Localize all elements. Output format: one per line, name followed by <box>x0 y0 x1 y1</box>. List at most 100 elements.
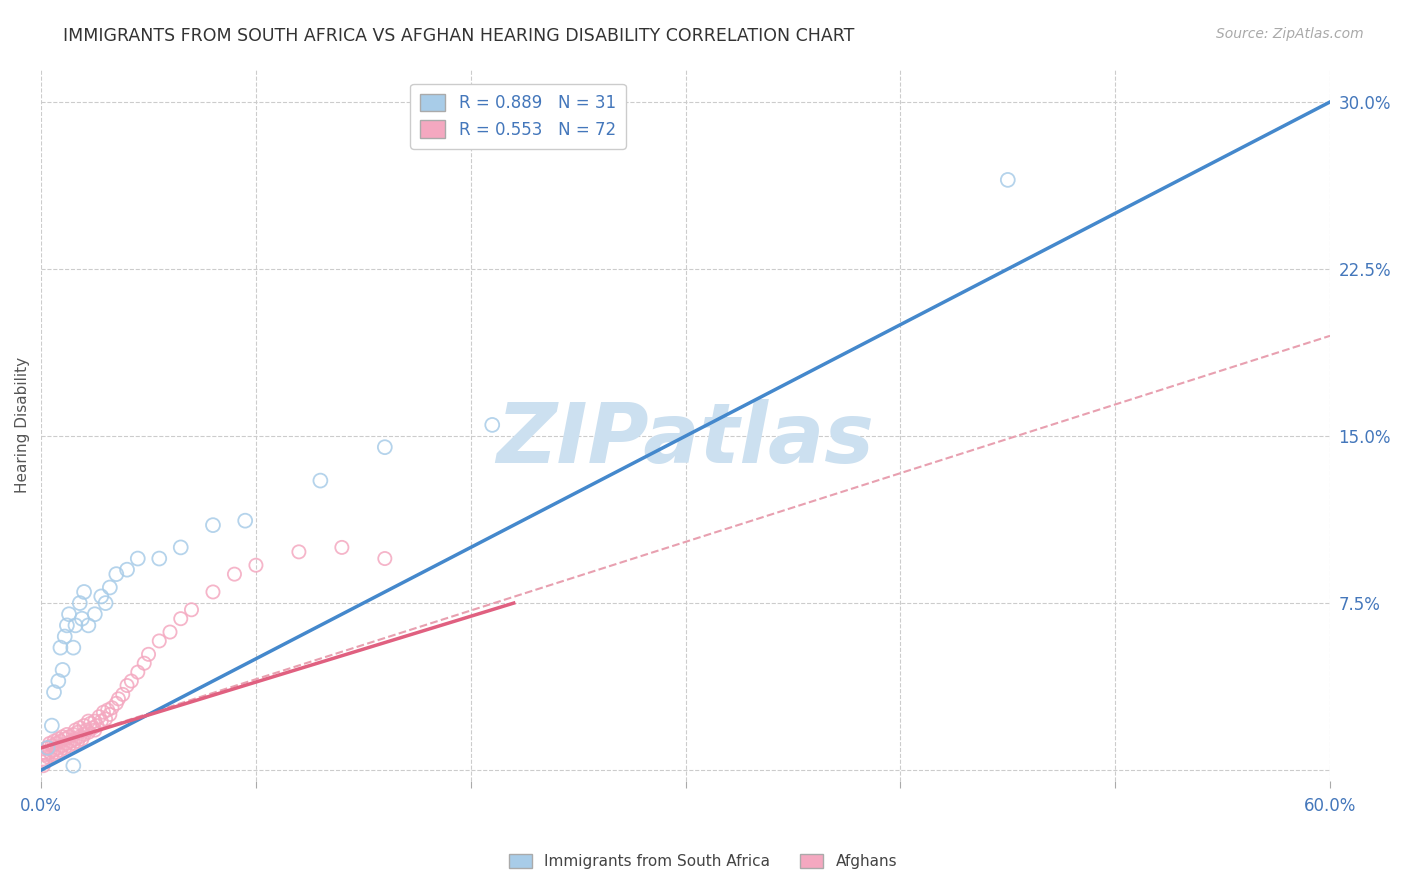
Point <box>148 551 170 566</box>
Point <box>45 736 67 750</box>
Point <box>34 754 56 768</box>
Point <box>58 607 80 622</box>
Text: IMMIGRANTS FROM SOUTH AFRICA VS AFGHAN HEARING DISABILITY CORRELATION CHART: IMMIGRANTS FROM SOUTH AFRICA VS AFGHAN H… <box>63 27 855 45</box>
Point <box>79 716 101 731</box>
Point <box>34 747 56 762</box>
Point <box>127 551 149 566</box>
Point <box>105 567 128 582</box>
Point <box>38 745 60 759</box>
Point <box>38 736 60 750</box>
Point <box>115 563 138 577</box>
Point <box>53 630 76 644</box>
Point <box>52 730 75 744</box>
Point <box>69 721 91 735</box>
Point <box>138 648 160 662</box>
Point <box>111 687 134 701</box>
Point <box>309 474 332 488</box>
Point <box>180 603 202 617</box>
Point <box>83 714 105 728</box>
Point <box>32 752 55 766</box>
Point <box>82 721 104 735</box>
Point <box>52 739 75 753</box>
Point <box>134 657 156 671</box>
Text: ZIPatlas: ZIPatlas <box>496 399 875 480</box>
Point <box>66 734 89 748</box>
Point <box>94 596 117 610</box>
Point <box>98 707 121 722</box>
Point <box>170 612 193 626</box>
Point <box>997 173 1019 187</box>
Point <box>98 581 121 595</box>
Point <box>73 718 96 732</box>
Point <box>233 514 256 528</box>
Point <box>49 734 72 748</box>
Point <box>65 723 87 737</box>
Point <box>201 518 224 533</box>
Point <box>58 739 80 753</box>
Point <box>52 663 75 677</box>
Point <box>70 731 93 746</box>
Point <box>70 612 93 626</box>
Point <box>330 541 353 555</box>
Point <box>224 567 246 582</box>
Point <box>41 718 63 732</box>
Point <box>93 705 115 719</box>
Point <box>60 734 83 748</box>
Point <box>107 691 129 706</box>
Point <box>83 607 105 622</box>
Point <box>77 618 100 632</box>
Point <box>159 625 181 640</box>
Point <box>53 731 76 746</box>
Point <box>87 709 110 723</box>
Point <box>62 727 84 741</box>
Point <box>49 743 72 757</box>
Point <box>46 740 69 755</box>
Point <box>90 590 112 604</box>
Point <box>90 714 112 728</box>
Point <box>75 723 97 737</box>
Point <box>32 745 55 759</box>
Point <box>127 665 149 680</box>
Point <box>37 749 59 764</box>
Point <box>65 731 87 746</box>
Point <box>49 640 72 655</box>
Point <box>37 740 59 755</box>
Point <box>73 727 96 741</box>
Point <box>42 685 65 699</box>
Point <box>62 736 84 750</box>
Point <box>170 541 193 555</box>
Point <box>245 558 267 573</box>
Point <box>41 739 63 753</box>
Point <box>105 696 128 710</box>
Point <box>201 585 224 599</box>
Point <box>101 700 124 714</box>
Point <box>41 747 63 762</box>
Text: Source: ZipAtlas.com: Source: ZipAtlas.com <box>1216 27 1364 41</box>
Y-axis label: Hearing Disability: Hearing Disability <box>15 357 30 493</box>
Point <box>65 618 87 632</box>
Point <box>62 640 84 655</box>
Point <box>97 703 120 717</box>
Point <box>86 718 108 732</box>
Point <box>45 745 67 759</box>
Point <box>77 725 100 739</box>
Legend: R = 0.889   N = 31, R = 0.553   N = 72: R = 0.889 N = 31, R = 0.553 N = 72 <box>411 84 626 149</box>
Point <box>37 740 59 755</box>
Point <box>374 551 396 566</box>
Point <box>115 679 138 693</box>
Point <box>56 727 79 741</box>
Point <box>94 712 117 726</box>
Point <box>73 585 96 599</box>
Point <box>481 417 503 432</box>
Point <box>83 723 105 737</box>
Point <box>56 618 79 632</box>
Point <box>374 440 396 454</box>
Point <box>46 674 69 689</box>
Point <box>66 725 89 739</box>
Point <box>148 634 170 648</box>
Point <box>69 730 91 744</box>
Point <box>288 545 311 559</box>
Point <box>120 674 142 689</box>
Point <box>42 743 65 757</box>
Point <box>77 714 100 728</box>
